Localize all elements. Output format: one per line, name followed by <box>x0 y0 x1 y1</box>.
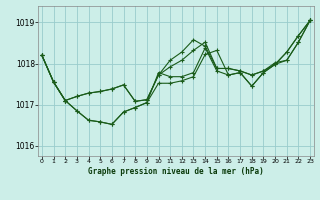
X-axis label: Graphe pression niveau de la mer (hPa): Graphe pression niveau de la mer (hPa) <box>88 167 264 176</box>
